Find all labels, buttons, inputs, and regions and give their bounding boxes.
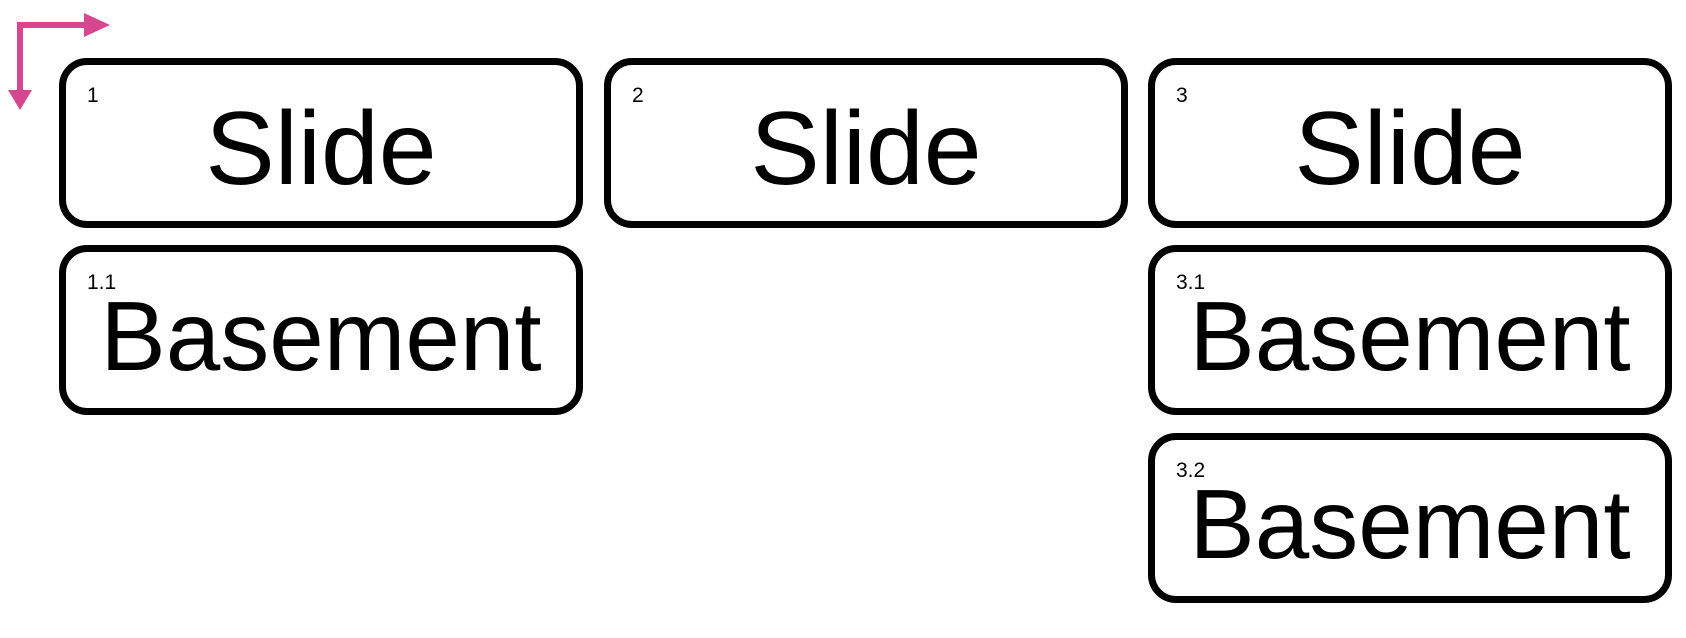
arrow-down-head xyxy=(8,90,32,110)
basement-number: 3.2 xyxy=(1176,459,1206,482)
basement-card-3-1[interactable]: 3.1 Basement xyxy=(1148,245,1672,415)
slide-number: 2 xyxy=(632,84,644,107)
basement-title: Basement xyxy=(1189,469,1631,580)
slide-card-2[interactable]: 2 Slide xyxy=(604,58,1128,228)
slide-number: 3 xyxy=(1176,84,1188,107)
basement-card-3-2[interactable]: 3.2 Basement xyxy=(1148,433,1672,603)
slide-title: Slide xyxy=(205,91,437,208)
slide-number: 1 xyxy=(87,84,99,107)
arrow-right-head xyxy=(84,13,110,37)
basement-card-1-1[interactable]: 1.1 Basement xyxy=(59,245,583,415)
basement-number: 1.1 xyxy=(87,271,117,294)
basement-title: Basement xyxy=(1189,281,1631,392)
slide-card-3[interactable]: 3 Slide xyxy=(1148,58,1672,228)
slide-title: Slide xyxy=(1294,91,1526,208)
slide-title: Slide xyxy=(750,91,982,208)
slide-card-1[interactable]: 1 Slide xyxy=(59,58,583,228)
down-right-corner-arrow-icon xyxy=(8,13,110,110)
basement-title: Basement xyxy=(100,281,542,392)
basement-number: 3.1 xyxy=(1176,271,1206,294)
